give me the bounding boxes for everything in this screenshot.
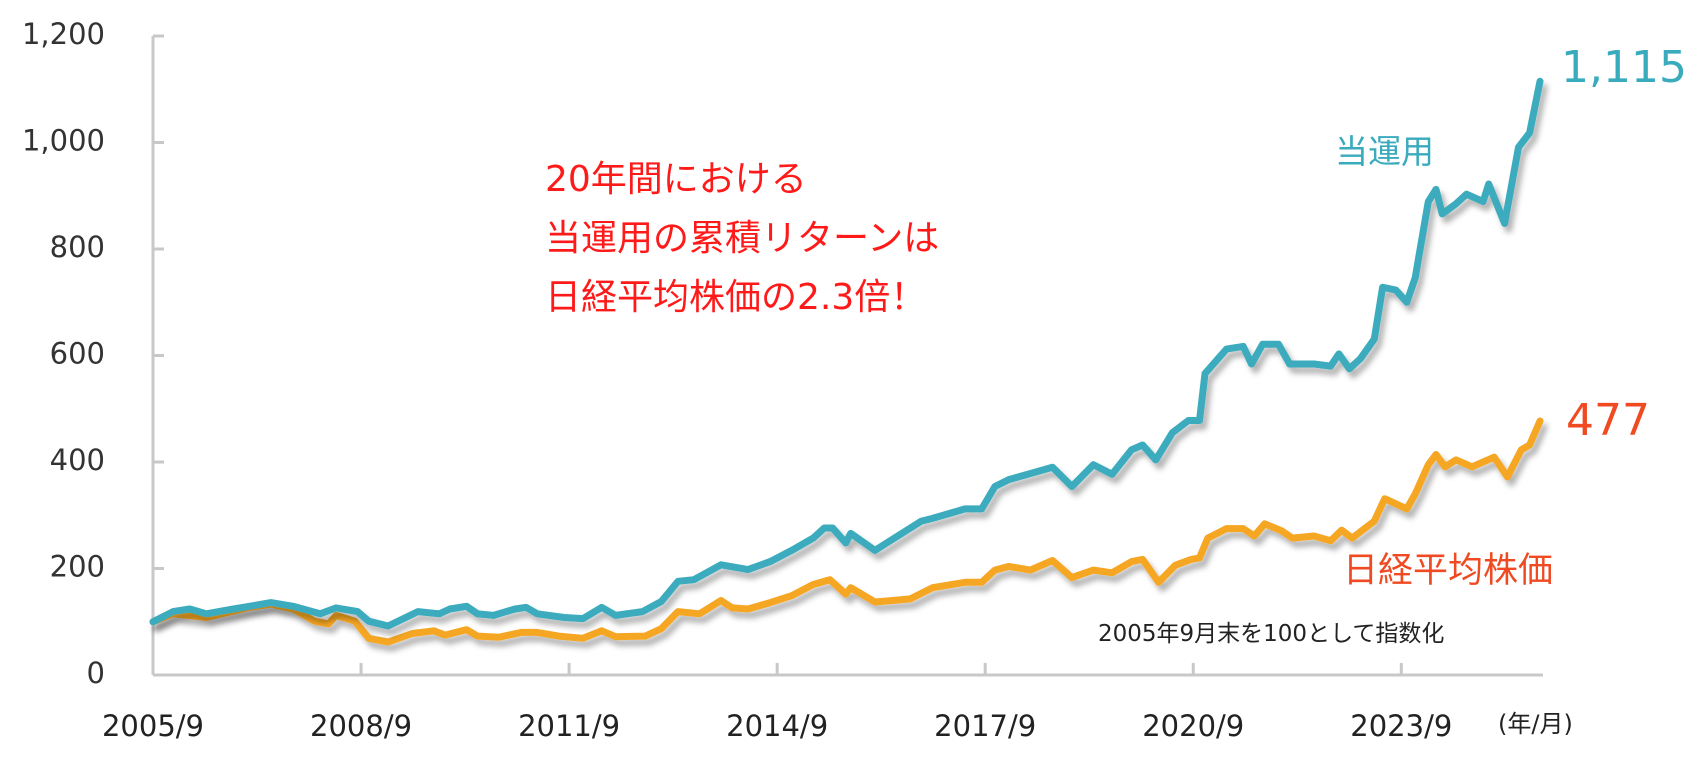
series-line-fund: [149, 77, 1544, 630]
annotation-line: 20年間における: [545, 159, 807, 200]
y-tick-label: 600: [50, 337, 105, 371]
y-tick-label: 0: [87, 656, 105, 690]
annotation-line: 当運用の累積リターンは: [545, 218, 940, 259]
y-tick-label: 1,200: [22, 17, 105, 51]
axes: [151, 34, 1543, 677]
y-tick-label: 400: [50, 443, 105, 477]
x-tick-label: 2014/9: [726, 709, 828, 743]
x-tick-label: 2005/9: [102, 709, 204, 743]
y-tick-label: 1,000: [22, 124, 105, 158]
x-tick-label: 2017/9: [934, 709, 1036, 743]
end-value-label-nikkei: 477: [1566, 395, 1650, 446]
x-tick-label: 2023/9: [1350, 709, 1452, 743]
series-lines: [149, 77, 1544, 646]
y-tick-label: 200: [50, 550, 105, 584]
x-axis-labels: 2005/9 2008/9 2011/9 2014/9 2017/9 2020/9 2023…: [102, 709, 1452, 743]
x-tick-label: 2011/9: [518, 709, 620, 743]
series-label-nikkei: 日経平均株価: [1343, 551, 1554, 591]
y-tick-label: 800: [50, 230, 105, 264]
end-value-label-fund: 1,115: [1561, 42, 1687, 93]
series-line-nikkei: [149, 417, 1544, 646]
x-tick-label: 2020/9: [1142, 709, 1244, 743]
annotation-line: 日経平均株価の2.3倍！: [545, 277, 927, 318]
index-note: 2005年9月末を100として指数化: [1098, 621, 1445, 647]
x-tick-label: 2008/9: [310, 709, 412, 743]
x-axis-unit-label: (年/月): [1498, 710, 1573, 738]
series-label-fund: 当運用: [1335, 132, 1434, 171]
annotation-callout: 20年間における 当運用の累積リターンは 日経平均株価の2.3倍！: [545, 150, 939, 327]
y-axis-labels: 0 200 400 600 800 1,000 1,200: [22, 17, 105, 690]
